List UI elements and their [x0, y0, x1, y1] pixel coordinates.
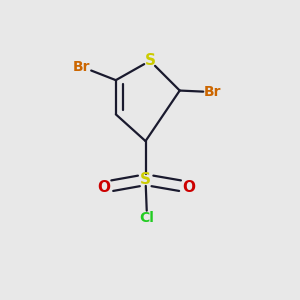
Text: Cl: Cl [140, 212, 154, 225]
Text: O: O [182, 180, 195, 195]
Text: Br: Br [204, 85, 221, 99]
Text: Br: Br [73, 60, 90, 74]
Text: O: O [98, 180, 110, 195]
Text: S: S [140, 172, 151, 187]
Text: S: S [145, 53, 155, 68]
